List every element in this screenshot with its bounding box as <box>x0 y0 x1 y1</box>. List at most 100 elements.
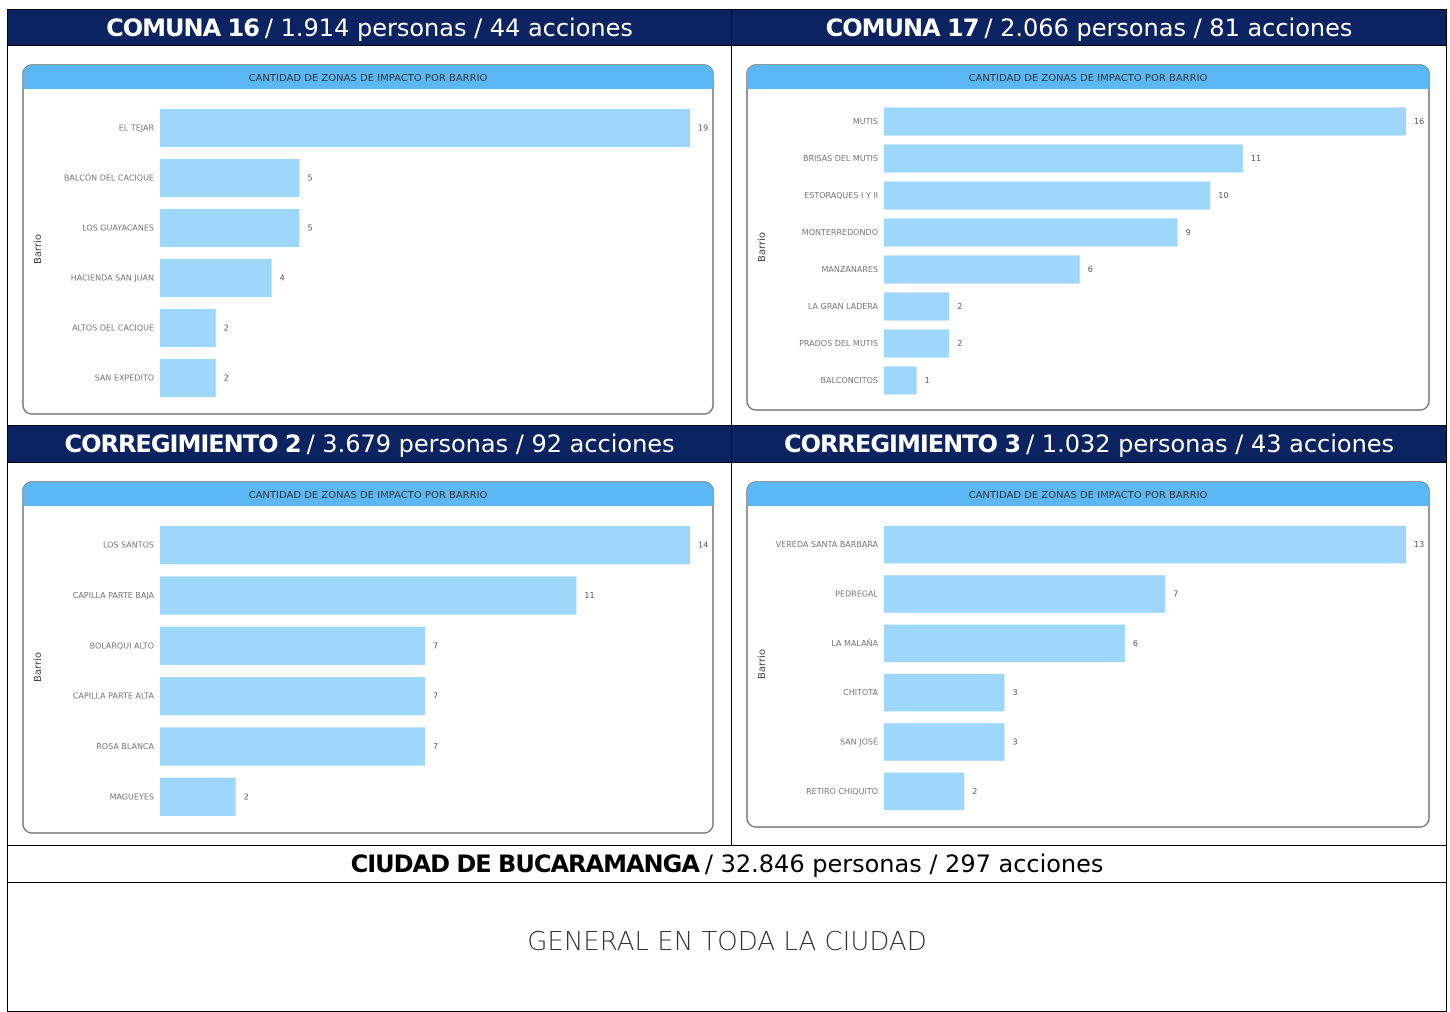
section-name: CORREGIMIENTO 2 <box>64 430 301 458</box>
section-header: CORREGIMIENTO 3/ 1.032 personas / 43 acc… <box>731 425 1447 463</box>
section-summary: / 3.679 personas / 92 acciones <box>306 430 675 458</box>
chart-cell: CANTIDAD DE ZONAS DE IMPACTO POR BARRIO B… <box>7 462 732 846</box>
bar <box>884 218 1178 247</box>
value-label: 5 <box>307 174 312 183</box>
category-label: RETIRO CHIQUITO <box>806 787 878 796</box>
bar <box>160 109 690 147</box>
category-label: BALCONCITOS <box>821 376 879 385</box>
value-label: 11 <box>584 591 594 600</box>
axis-label: Barrio <box>33 652 44 682</box>
category-label: BALCÓN DEL CACIQUE <box>64 172 154 183</box>
bar <box>160 626 425 665</box>
category-label: CAPILLA PARTE ALTA <box>73 692 155 701</box>
value-label: 4 <box>280 274 285 283</box>
section-header: COMUNA 17/ 2.066 personas / 81 acciones <box>731 9 1447 46</box>
value-label: 2 <box>957 302 962 311</box>
bar <box>160 677 425 716</box>
city-name: CIUDAD DE BUCARAMANGA <box>350 850 700 878</box>
bar <box>160 159 300 197</box>
panel-header <box>747 65 1429 89</box>
chart-cell: CANTIDAD DE ZONAS DE IMPACTO POR BARRIO B… <box>7 45 732 426</box>
category-label: ESTORAQUES I Y II <box>804 191 878 200</box>
value-label: 6 <box>1133 639 1138 648</box>
value-label: 7 <box>433 742 438 751</box>
section-name: COMUNA 16 <box>106 13 260 42</box>
axis-label: Barrio <box>757 232 768 262</box>
value-label: 10 <box>1218 191 1228 200</box>
bar <box>884 673 1005 712</box>
category-label: HACIENDA SAN JUAN <box>71 274 154 283</box>
section-name: COMUNA 17 <box>825 13 980 42</box>
panel-header <box>23 482 713 506</box>
bar <box>160 209 300 247</box>
value-label: 13 <box>1414 540 1424 549</box>
section-summary: / 2.066 personas / 81 acciones <box>984 13 1353 42</box>
bar <box>160 777 236 816</box>
category-label: ALTOS DEL CACIQUE <box>72 324 154 333</box>
panel-header <box>747 482 1429 506</box>
value-label: 2 <box>957 339 962 348</box>
bar <box>160 526 690 565</box>
category-label: VEREDA SANTA BÁRBARA <box>776 538 879 549</box>
bar <box>884 181 1211 210</box>
value-label: 6 <box>1088 265 1093 274</box>
chart-title: CANTIDAD DE ZONAS DE IMPACTO POR BARRIO <box>969 490 1208 501</box>
category-label: LOS GUAYACANES <box>82 224 154 233</box>
value-label: 2 <box>244 792 249 801</box>
panel-header <box>23 65 713 89</box>
bar <box>884 107 1406 136</box>
category-label: LOS SANTOS <box>103 541 154 550</box>
section-summary: / 1.914 personas / 44 acciones <box>264 13 633 42</box>
bar <box>884 366 917 395</box>
value-label: 19 <box>698 124 708 133</box>
category-label: SAN EXPEDITO <box>95 374 154 383</box>
value-label: 9 <box>1186 228 1191 237</box>
city-header: CIUDAD DE BUCARAMANGA/ 32.846 personas /… <box>7 845 1447 883</box>
value-label: 2 <box>224 324 229 333</box>
category-label: CHITOTA <box>843 688 878 697</box>
bar <box>160 727 425 766</box>
section-name: CORREGIMIENTO 3 <box>783 430 1021 458</box>
chart-title: CANTIDAD DE ZONAS DE IMPACTO POR BARRIO <box>969 73 1208 84</box>
value-label: 5 <box>307 224 312 233</box>
value-label: 1 <box>925 376 930 385</box>
category-label: MONTERREDONDO <box>802 228 878 237</box>
chart: CANTIDAD DE ZONAS DE IMPACTO POR BARRIO B… <box>22 64 714 415</box>
category-label: BRISAS DEL MUTIS <box>803 154 878 163</box>
bar <box>160 576 577 615</box>
category-label: LA GRAN LADERA <box>808 302 879 311</box>
chart-cell: CANTIDAD DE ZONAS DE IMPACTO POR BARRIO B… <box>731 462 1447 846</box>
value-label: 7 <box>1173 590 1178 599</box>
bar <box>884 723 1005 761</box>
section-header: COMUNA 16/ 1.914 personas / 44 acciones <box>7 9 732 46</box>
chart-title: CANTIDAD DE ZONAS DE IMPACTO POR BARRIO <box>249 490 488 501</box>
city-summary: / 32.846 personas / 297 acciones <box>704 850 1104 878</box>
chart-cell: CANTIDAD DE ZONAS DE IMPACTO POR BARRIO B… <box>731 45 1447 426</box>
bar <box>160 259 272 297</box>
section-header: CORREGIMIENTO 2/ 3.679 personas / 92 acc… <box>7 425 732 463</box>
category-label: EL TEJAR <box>119 124 155 133</box>
category-label: BOLARQUI ALTO <box>90 641 154 650</box>
bar <box>884 292 950 321</box>
value-label: 7 <box>433 692 438 701</box>
value-label: 3 <box>1012 688 1017 697</box>
value-label: 16 <box>1414 117 1424 126</box>
bar <box>884 624 1125 663</box>
bar <box>884 329 950 358</box>
bar <box>884 575 1166 613</box>
chart: CANTIDAD DE ZONAS DE IMPACTO POR BARRIO B… <box>746 481 1430 828</box>
city-body: GENERAL EN TODA LA CIUDAD <box>7 882 1447 1012</box>
category-label: SAN JOSÉ <box>840 736 878 747</box>
chart: CANTIDAD DE ZONAS DE IMPACTO POR BARRIO B… <box>746 64 1430 411</box>
city-body-text: GENERAL EN TODA LA CIUDAD <box>527 927 927 957</box>
section-summary: / 1.032 personas / 43 acciones <box>1026 430 1395 458</box>
value-label: 7 <box>433 641 438 650</box>
category-label: MUTIS <box>853 117 878 126</box>
bar <box>160 359 216 397</box>
category-label: LA MALAÑA <box>831 638 878 648</box>
category-label: PEDREGAL <box>835 590 878 599</box>
value-label: 3 <box>1012 738 1017 747</box>
bar <box>884 255 1080 284</box>
category-label: MANZANARES <box>822 265 878 274</box>
bar <box>160 309 216 347</box>
